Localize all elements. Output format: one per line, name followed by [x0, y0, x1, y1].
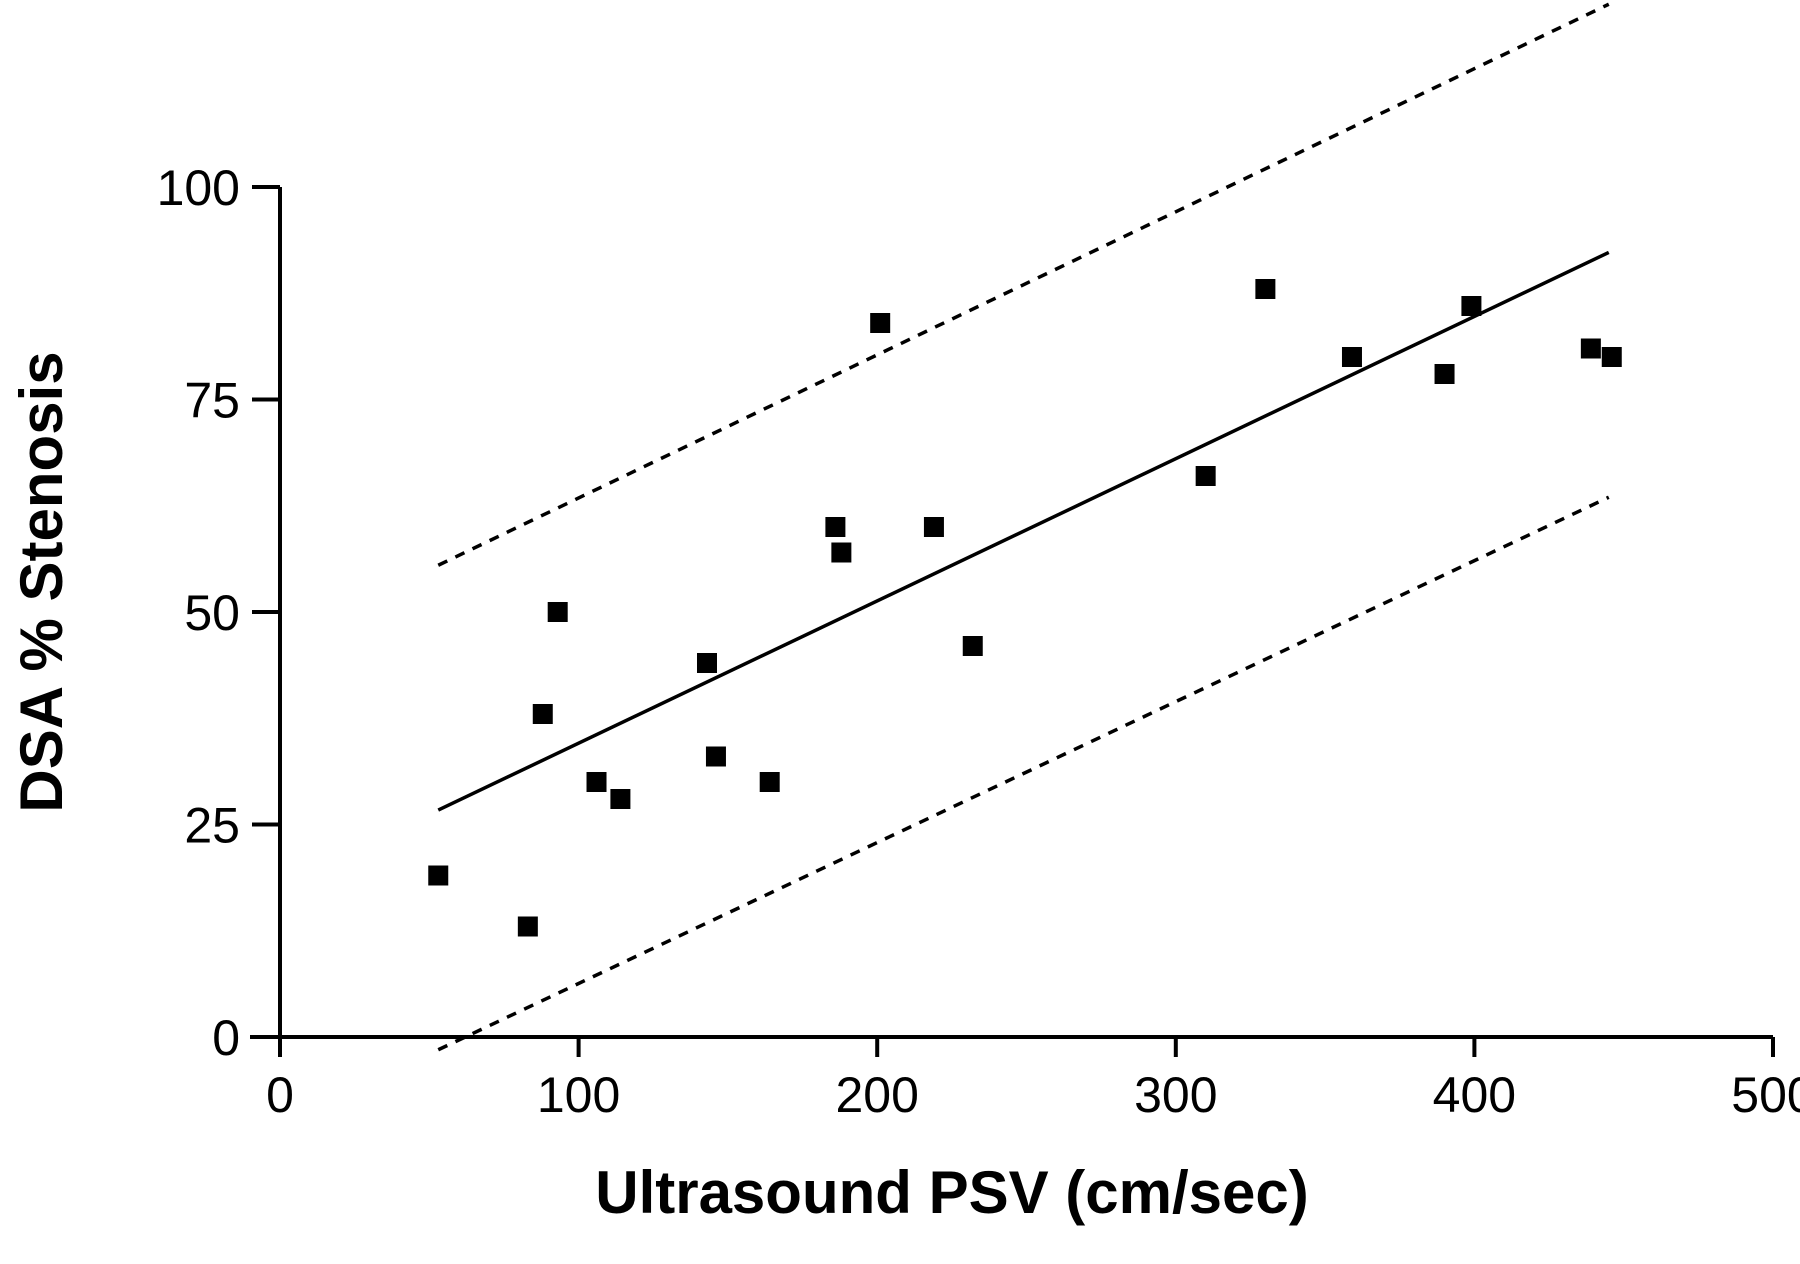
x-tick-label: 100: [537, 1067, 620, 1123]
y-tick-label: 75: [184, 373, 240, 429]
x-tick-label: 0: [266, 1067, 294, 1123]
data-point: [1434, 364, 1455, 384]
data-point: [825, 517, 846, 537]
x-tick-label: 300: [1134, 1067, 1217, 1123]
x-axis-title: Ultrasound PSV (cm/sec): [595, 1159, 1309, 1226]
data-point: [1341, 347, 1362, 367]
x-tick-label: 200: [835, 1067, 918, 1123]
regression-line: [437, 250, 1610, 812]
data-point: [759, 772, 780, 792]
y-tick-label: 0: [212, 1010, 240, 1066]
x-ticks: 0 100 200 300 400 500: [266, 1037, 1800, 1123]
data-point: [1195, 466, 1216, 486]
data-point: [610, 789, 631, 809]
y-tick-label: 25: [184, 798, 240, 854]
y-axis-title: DSA % Stenosis: [8, 351, 75, 812]
data-point: [831, 542, 852, 563]
data-point: [870, 313, 891, 333]
data-point: [1601, 347, 1622, 367]
upper-prediction-limit: [437, 2, 1610, 567]
data-point: [1580, 338, 1601, 359]
y-tick-label: 50: [184, 585, 240, 641]
data-point: [517, 916, 538, 937]
x-tick-label: 500: [1731, 1067, 1800, 1123]
data-point: [696, 653, 717, 673]
data-point: [962, 636, 983, 656]
fit-lines: [437, 2, 1610, 1052]
data-point: [428, 865, 449, 886]
data-point: [547, 602, 568, 622]
data-points: [428, 279, 1622, 937]
y-ticks: 0 25 50 75 100: [157, 160, 280, 1066]
data-point: [586, 772, 607, 792]
lower-prediction-limit: [437, 495, 1610, 1052]
data-point: [532, 704, 553, 724]
data-point: [1255, 279, 1276, 299]
axes: [250, 187, 1773, 1039]
data-point: [705, 746, 726, 767]
data-point: [1461, 296, 1482, 316]
x-tick-label: 400: [1433, 1067, 1516, 1123]
data-point: [923, 517, 944, 537]
y-tick-label: 100: [157, 160, 240, 216]
